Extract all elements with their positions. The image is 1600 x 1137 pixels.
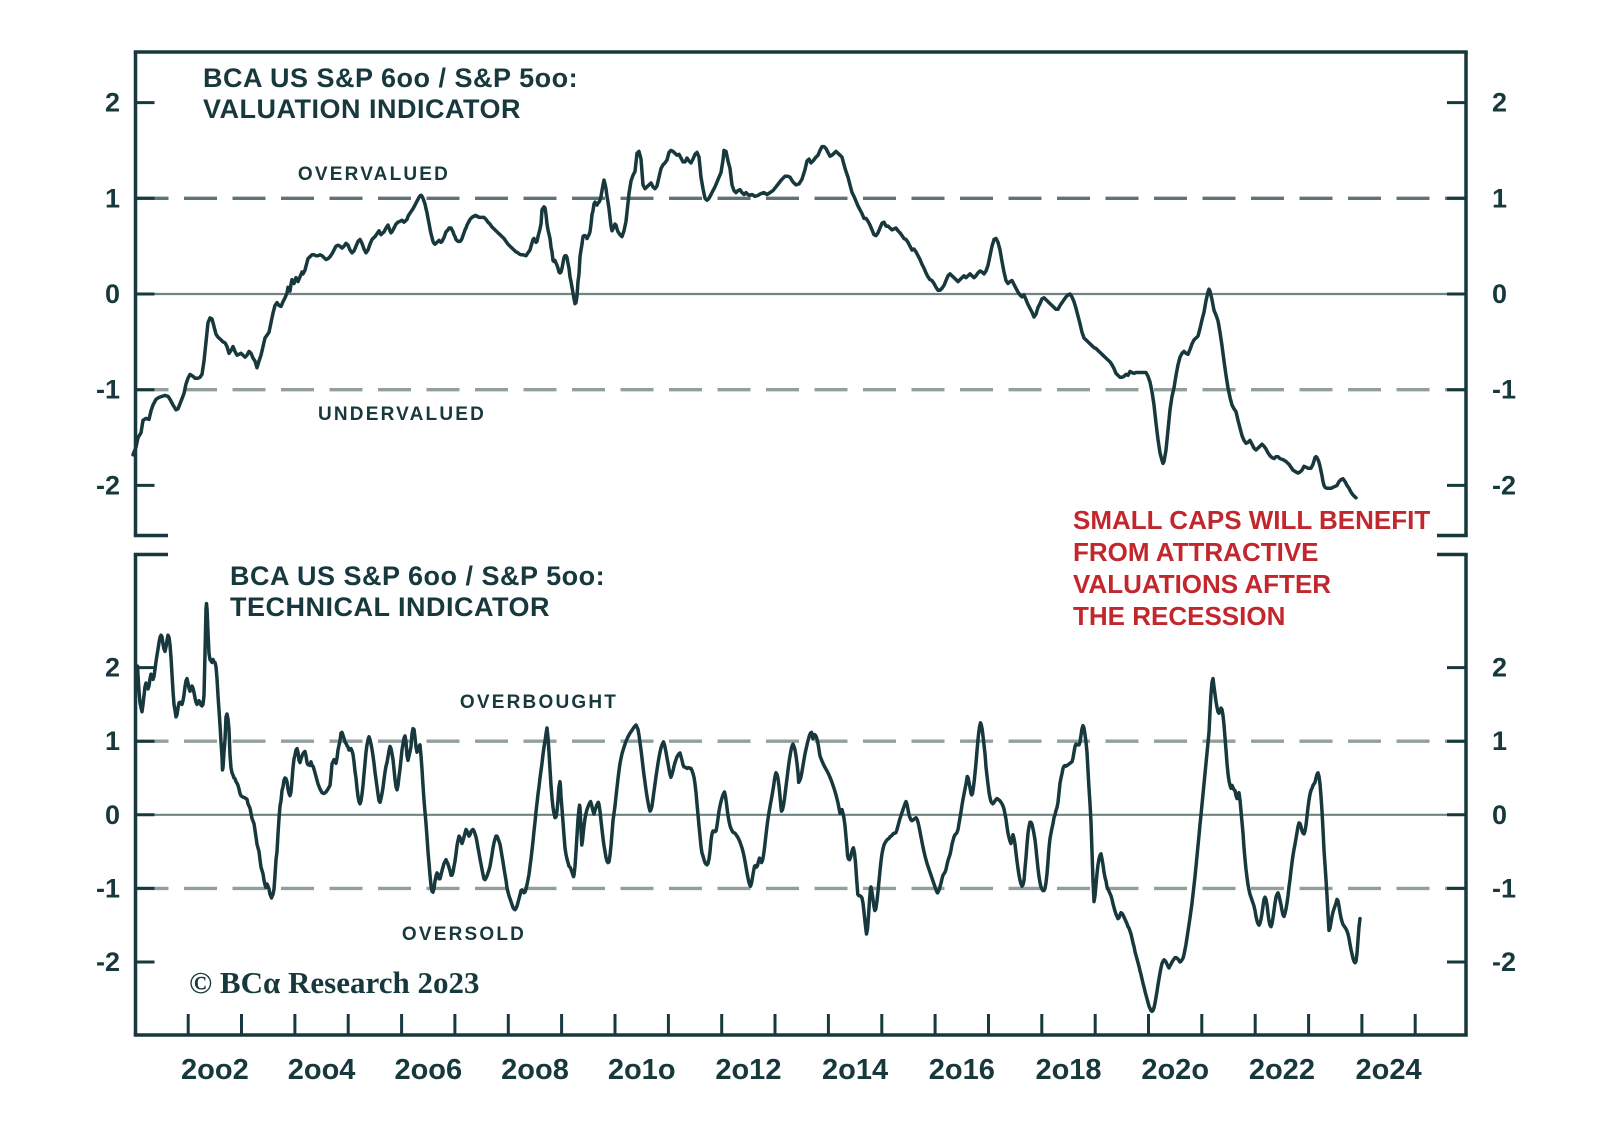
svg-text:2: 2: [1492, 653, 1507, 683]
svg-text:-1: -1: [96, 375, 120, 405]
svg-text:OVERBOUGHT: OVERBOUGHT: [460, 692, 618, 713]
svg-text:2: 2: [105, 88, 120, 118]
svg-text:FROM ATTRACTIVE: FROM ATTRACTIVE: [1073, 537, 1319, 567]
svg-text:-2: -2: [96, 947, 120, 977]
svg-text:1: 1: [1492, 726, 1507, 756]
svg-text:-1: -1: [96, 873, 120, 903]
svg-text:2o22: 2o22: [1249, 1054, 1315, 1086]
svg-text:2oo6: 2oo6: [394, 1054, 462, 1086]
svg-text:OVERVALUED: OVERVALUED: [298, 164, 450, 185]
svg-text:BCA US S&P 6oo / S&P 5oo:: BCA US S&P 6oo / S&P 5oo:: [203, 63, 578, 93]
svg-text:VALUATION INDICATOR: VALUATION INDICATOR: [203, 94, 521, 124]
svg-text:-2: -2: [1492, 947, 1516, 977]
svg-text:2o16: 2o16: [929, 1054, 995, 1086]
svg-text:2: 2: [1492, 88, 1507, 118]
svg-text:2: 2: [105, 653, 120, 683]
svg-text:-2: -2: [96, 470, 120, 500]
svg-text:SMALL CAPS WILL BENEFIT: SMALL CAPS WILL BENEFIT: [1073, 505, 1430, 535]
svg-text:2o2o: 2o2o: [1141, 1054, 1209, 1086]
svg-text:-2: -2: [1492, 470, 1516, 500]
svg-text:0: 0: [105, 800, 120, 830]
svg-text:0: 0: [1492, 279, 1507, 309]
svg-text:VALUATIONS AFTER: VALUATIONS AFTER: [1073, 569, 1331, 599]
svg-text:TECHNICAL INDICATOR: TECHNICAL INDICATOR: [230, 592, 550, 622]
svg-text:2o24: 2o24: [1356, 1054, 1422, 1086]
svg-text:© BCα Research 2o23: © BCα Research 2o23: [189, 965, 479, 1000]
svg-text:OVERSOLD: OVERSOLD: [402, 924, 526, 945]
svg-text:1: 1: [105, 726, 120, 756]
svg-text:BCA US S&P 6oo / S&P 5oo:: BCA US S&P 6oo / S&P 5oo:: [230, 561, 605, 591]
svg-text:2oo4: 2oo4: [288, 1054, 356, 1086]
svg-text:2o14: 2o14: [822, 1054, 888, 1086]
svg-text:2o18: 2o18: [1035, 1054, 1101, 1086]
svg-text:2oo2: 2oo2: [181, 1054, 249, 1086]
svg-text:UNDERVALUED: UNDERVALUED: [318, 404, 486, 425]
svg-text:2o12: 2o12: [715, 1054, 781, 1086]
svg-text:0: 0: [1492, 800, 1507, 830]
svg-text:1: 1: [105, 183, 120, 213]
svg-text:-1: -1: [1492, 375, 1516, 405]
svg-text:2oo8: 2oo8: [501, 1054, 569, 1086]
svg-text:THE RECESSION: THE RECESSION: [1073, 601, 1285, 631]
svg-text:-1: -1: [1492, 873, 1516, 903]
svg-text:2o1o: 2o1o: [608, 1054, 676, 1086]
svg-text:0: 0: [105, 279, 120, 309]
svg-text:1: 1: [1492, 183, 1507, 213]
